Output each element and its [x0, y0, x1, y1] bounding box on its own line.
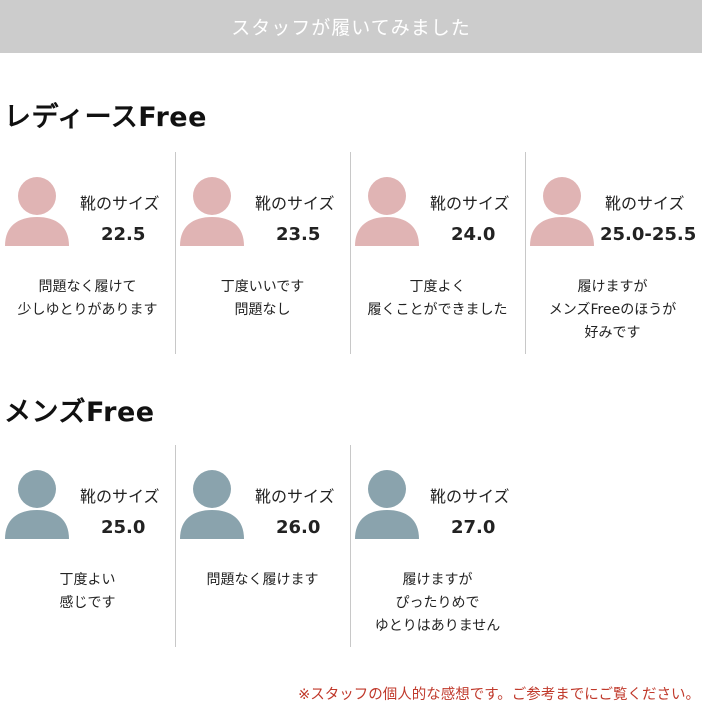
staff-comment: 履けますがぴったりめでゆとりはありません	[350, 569, 525, 638]
ladies-section-title: レディースFree	[4, 102, 207, 133]
staff-comment: 問題なく履けます	[175, 569, 350, 592]
person-avatar-icon	[5, 470, 69, 539]
comment-line: メンズFreeのほうが	[548, 302, 677, 318]
comment-line: 履くことができました	[367, 302, 508, 318]
card-divider	[175, 445, 176, 647]
comment-line: 好みです	[584, 325, 641, 341]
shoe-size-caption: 靴のサイズ	[80, 194, 160, 213]
staff-card: 靴のサイズ 27.0 履けますがぴったりめでゆとりはありません	[350, 445, 525, 647]
card-divider	[525, 152, 526, 354]
person-avatar-icon	[355, 470, 419, 539]
shoe-size-caption: 靴のサイズ	[255, 487, 335, 506]
staff-card: 靴のサイズ 22.5 問題なく履けて少しゆとりがあります	[0, 152, 175, 354]
staff-comment: 丁度よい 感じです	[0, 569, 175, 615]
person-avatar-icon	[530, 177, 594, 246]
shoe-size-value: 23.5	[276, 224, 321, 245]
comment-line: ゆとりはありません	[374, 618, 501, 634]
comment-line: 丁度よく	[409, 279, 466, 295]
mens-cards-row: 靴のサイズ 25.0 丁度よい感じです 靴のサイズ 26.0 問題なく履けます 靴のサイズ 2…	[0, 445, 702, 647]
shoe-size-value: 24.0	[451, 224, 496, 245]
shoe-size-value: 27.0	[451, 517, 496, 538]
card-divider	[350, 152, 351, 354]
comment-line: 感じです	[59, 595, 116, 611]
shoe-size-value: 22.5	[101, 224, 146, 245]
comment-line: 問題なし	[234, 302, 291, 318]
comment-line: 履けますが	[402, 572, 473, 588]
shoe-size-caption: 靴のサイズ	[430, 487, 510, 506]
person-avatar-icon	[5, 177, 69, 246]
staff-comment: 丁度よく履くことができました	[350, 276, 525, 322]
shoe-size-caption: 靴のサイズ	[430, 194, 510, 213]
staff-comment: 履けますがメンズFreeのほうが 好みです	[525, 276, 700, 345]
staff-card: 靴のサイズ 24.0 丁度よく履くことができました	[350, 152, 525, 354]
shoe-size-caption: 靴のサイズ	[255, 194, 335, 213]
comment-line: 履けますが	[577, 279, 648, 295]
banner-title: スタッフが履いてみました	[231, 17, 471, 39]
staff-review-banner: スタッフが履いてみました	[0, 0, 702, 53]
mens-section-title: メンズFree	[4, 397, 155, 428]
staff-comment: 問題なく履けて少しゆとりがあります	[0, 276, 175, 322]
staff-card: 靴のサイズ 23.5 丁度いいです 問題なし	[175, 152, 350, 354]
comment-line: 少しゆとりがあります	[17, 302, 158, 318]
shoe-size-value: 25.0	[101, 517, 146, 538]
shoe-size-value: 25.0-25.5	[600, 224, 697, 245]
comment-line: ぴったりめで	[395, 595, 480, 611]
disclaimer-note: ※スタッフの個人的な感想です。ご参考までにご覧ください。	[298, 687, 700, 703]
comment-line: 問題なく履けます	[206, 572, 319, 588]
staff-card: 靴のサイズ 25.0 丁度よい感じです	[0, 445, 175, 647]
ladies-cards-row: 靴のサイズ 22.5 問題なく履けて少しゆとりがあります 靴のサイズ 23.5 丁度いいで…	[0, 152, 702, 354]
shoe-size-caption: 靴のサイズ	[605, 194, 685, 213]
comment-line: 丁度よい	[59, 572, 116, 588]
comment-line: 問題なく履けて	[38, 279, 137, 295]
person-avatar-icon	[180, 177, 244, 246]
card-divider	[350, 445, 351, 647]
shoe-size-caption: 靴のサイズ	[80, 487, 160, 506]
person-avatar-icon	[180, 470, 244, 539]
shoe-size-value: 26.0	[276, 517, 321, 538]
person-avatar-icon	[355, 177, 419, 246]
card-divider	[175, 152, 176, 354]
staff-card: 靴のサイズ 25.0-25.5 履けますがメンズFreeのほうが 好みです	[525, 152, 700, 354]
comment-line: 丁度いいです	[220, 279, 305, 295]
staff-comment: 丁度いいです 問題なし	[175, 276, 350, 322]
staff-card: 靴のサイズ 26.0 問題なく履けます	[175, 445, 350, 647]
